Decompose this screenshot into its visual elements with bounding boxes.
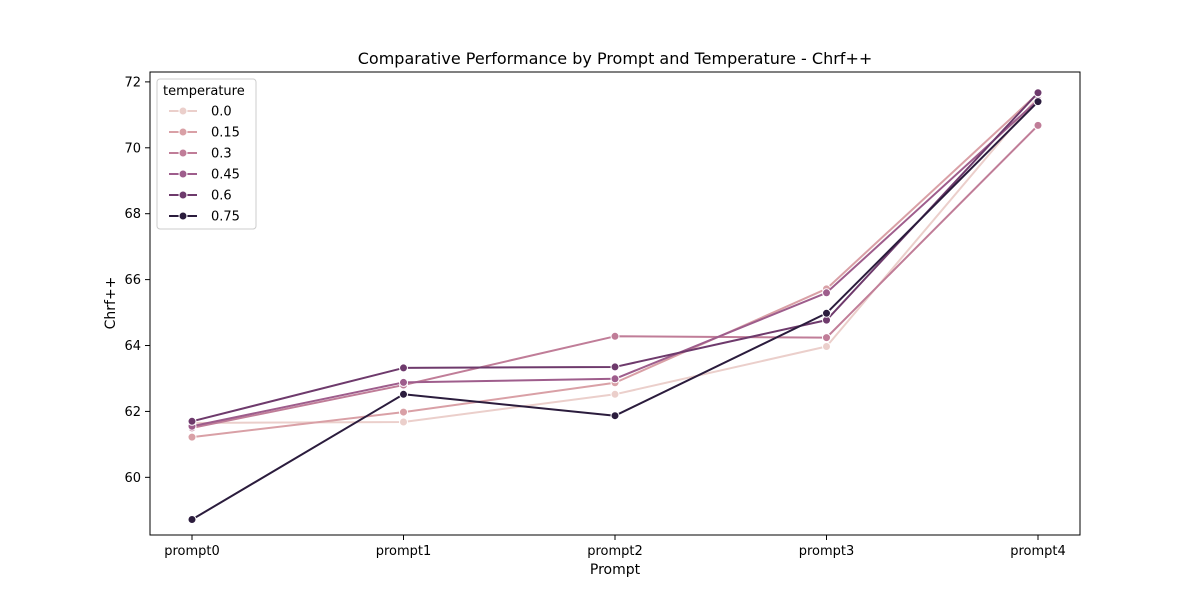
x-tick-label: prompt2 bbox=[587, 544, 643, 559]
legend-marker bbox=[178, 106, 188, 116]
data-point bbox=[399, 377, 408, 387]
series-5 bbox=[187, 97, 1043, 525]
data-point bbox=[822, 342, 831, 352]
legend-marker bbox=[178, 190, 188, 200]
x-tick-label: prompt4 bbox=[1010, 544, 1066, 559]
data-point bbox=[187, 515, 197, 525]
data-point bbox=[822, 288, 831, 298]
legend-marker bbox=[178, 148, 188, 158]
legend-marker bbox=[178, 127, 188, 137]
data-point bbox=[399, 407, 408, 417]
y-tick-label: 60 bbox=[124, 471, 141, 486]
legend-title: temperature bbox=[163, 84, 245, 99]
plot-area bbox=[187, 88, 1043, 525]
data-point bbox=[187, 432, 197, 442]
chart-title: Comparative Performance by Prompt and Te… bbox=[358, 49, 873, 68]
series-line bbox=[191, 92, 1039, 423]
x-axis-label: Prompt bbox=[590, 562, 641, 578]
x-tick-label: prompt3 bbox=[799, 544, 855, 559]
legend-item: 0.6 bbox=[169, 189, 232, 204]
legend-item: 0.0 bbox=[169, 105, 232, 120]
legend-label: 0.0 bbox=[211, 105, 232, 120]
data-point bbox=[399, 417, 408, 427]
legend-label: 0.15 bbox=[211, 126, 240, 141]
data-point bbox=[1033, 120, 1043, 130]
x-tick-label: prompt1 bbox=[376, 544, 432, 559]
legend-item: 0.45 bbox=[169, 168, 240, 183]
x-axis: prompt0 prompt1 prompt2 prompt3 prompt4 bbox=[164, 535, 1066, 559]
y-axis-label: Chrf++ bbox=[103, 277, 119, 330]
y-tick-label: 68 bbox=[124, 207, 141, 222]
data-point bbox=[822, 308, 831, 318]
data-point bbox=[610, 374, 620, 384]
legend-marker bbox=[178, 211, 188, 221]
data-point bbox=[822, 333, 831, 343]
legend-marker bbox=[178, 169, 188, 179]
data-point bbox=[399, 389, 408, 399]
data-point bbox=[610, 331, 620, 341]
series-4 bbox=[187, 88, 1043, 426]
legend-label: 0.45 bbox=[211, 168, 240, 183]
data-point bbox=[610, 389, 620, 399]
legend-label: 0.3 bbox=[211, 147, 232, 162]
data-point bbox=[1033, 97, 1043, 107]
plot-frame bbox=[149, 71, 1081, 536]
legend-label: 0.75 bbox=[211, 210, 240, 225]
y-tick-label: 70 bbox=[124, 141, 141, 156]
y-tick-label: 72 bbox=[124, 75, 141, 90]
data-point bbox=[399, 363, 408, 373]
legend-item: 0.15 bbox=[169, 126, 240, 141]
series-line bbox=[191, 96, 1039, 424]
legend-label: 0.6 bbox=[211, 189, 232, 204]
series-1 bbox=[187, 88, 1043, 442]
y-axis: 60 62 64 66 68 70 72 bbox=[124, 75, 150, 486]
y-tick-label: 64 bbox=[124, 339, 141, 354]
data-point bbox=[610, 411, 620, 421]
y-tick-label: 62 bbox=[124, 405, 141, 420]
legend: temperature 0.0 0.15 0.3 0.45 0.6 0.75 bbox=[156, 78, 257, 230]
data-point bbox=[187, 416, 197, 426]
legend-item: 0.75 bbox=[169, 210, 240, 225]
legend-item: 0.3 bbox=[169, 147, 232, 162]
data-point bbox=[1033, 88, 1043, 98]
data-point bbox=[610, 362, 620, 372]
y-tick-label: 66 bbox=[124, 273, 141, 288]
x-tick-label: prompt0 bbox=[164, 544, 220, 559]
series-line bbox=[191, 100, 1039, 521]
series-3 bbox=[187, 95, 1043, 431]
